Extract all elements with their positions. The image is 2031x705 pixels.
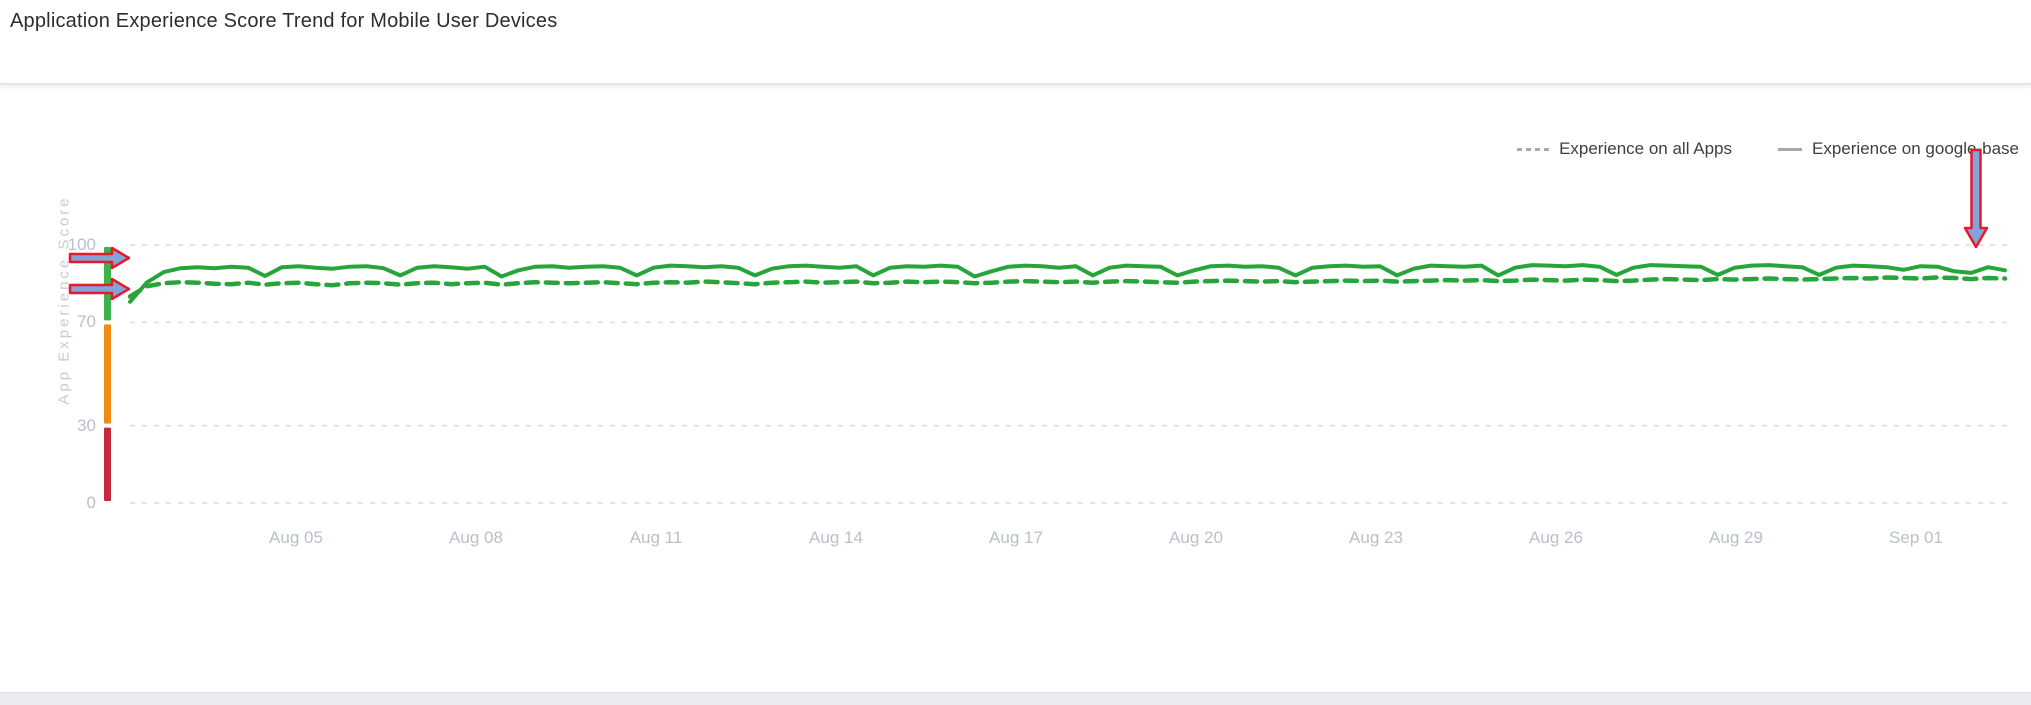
annotation-arrow-down <box>1963 148 1989 249</box>
legend-item-all-apps[interactable]: Experience on all Apps <box>1517 139 1732 159</box>
series-line-google-base <box>128 263 2007 304</box>
x-tick-label-aug-08: Aug 08 <box>449 528 503 547</box>
x-tick-label-aug-05: Aug 05 <box>269 528 323 547</box>
x-tick-label-sep-01: Sep 01 <box>1889 528 1943 547</box>
legend-label-google-base: Experience on google-base <box>1812 139 2019 158</box>
annotation-arrow-right-top <box>68 246 131 270</box>
y-tick-label-30: 30 <box>77 415 96 435</box>
x-tick-label-aug-14: Aug 14 <box>809 528 863 547</box>
y-tick-label-0: 0 <box>86 493 96 512</box>
y-tick-label-70: 70 <box>77 312 96 332</box>
page-title: Application Experience Score Trend for M… <box>10 10 558 32</box>
chart-legend: Experience on all Apps Experience on goo… <box>1517 139 2019 159</box>
x-tick-label-aug-11: Aug 11 <box>629 528 683 547</box>
annotation-arrow-right-bottom <box>68 277 131 301</box>
x-tick-label-aug-23: Aug 23 <box>1349 528 1403 547</box>
score-band-poor <box>104 427 111 501</box>
score-band-fair <box>104 324 111 424</box>
x-tick-label-aug-20: Aug 20 <box>1169 528 1223 547</box>
score-band-good <box>104 247 111 321</box>
y-tick-label-100: 100 <box>67 235 96 254</box>
series-line-all-apps <box>127 275 2008 299</box>
legend-label-all-apps: Experience on all Apps <box>1559 139 1733 158</box>
legend-item-google-base[interactable]: Experience on google-base <box>1778 139 2019 159</box>
x-tick-label-aug-26: Aug 26 <box>1529 528 1583 547</box>
dashed-line-marker-icon <box>1517 147 1550 151</box>
solid-line-marker-icon <box>1778 147 1803 151</box>
bottom-separator <box>0 692 2031 705</box>
header-divider <box>0 83 2031 85</box>
x-tick-label-aug-17: Aug 17 <box>989 528 1043 547</box>
x-tick-label-aug-29: Aug 29 <box>1709 528 1763 547</box>
